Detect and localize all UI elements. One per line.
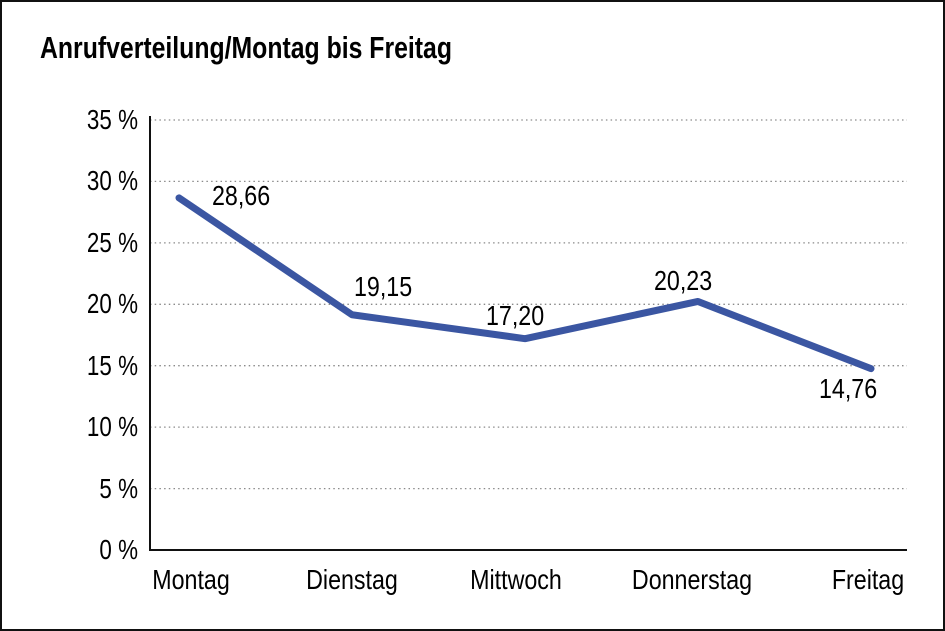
gridlines xyxy=(150,119,907,490)
x-axis-category-label: Donnerstag xyxy=(631,564,753,595)
y-axis-tick-label: 15 % xyxy=(86,350,138,381)
y-axis-tick-label: 0 % xyxy=(99,534,138,565)
data-point-label: 14,76 xyxy=(819,373,878,404)
chart-title: Anrufverteilung/Montag bis Freitag xyxy=(40,30,452,65)
data-line xyxy=(175,194,875,373)
y-axis-tick-label: 10 % xyxy=(86,411,138,442)
data-point-label: 28,66 xyxy=(212,180,271,211)
y-axis-tick-label: 25 % xyxy=(86,227,138,258)
x-axis-category-label: Mittwoch xyxy=(470,564,562,595)
y-axis-tick-label: 5 % xyxy=(99,473,138,504)
data-point-label: 20,23 xyxy=(654,265,713,296)
y-axis-tick-label: 30 % xyxy=(86,165,138,196)
y-axis-tick-label: 20 % xyxy=(86,288,138,319)
y-axis-tick-label: 35 % xyxy=(86,104,138,135)
x-axis-category-label: Montag xyxy=(152,564,230,595)
data-point-label: 17,20 xyxy=(486,300,545,331)
x-axis-category-label: Dienstag xyxy=(306,564,398,595)
x-axis-category-label: Freitag xyxy=(831,564,905,595)
data-point-label: 19,15 xyxy=(354,271,413,302)
